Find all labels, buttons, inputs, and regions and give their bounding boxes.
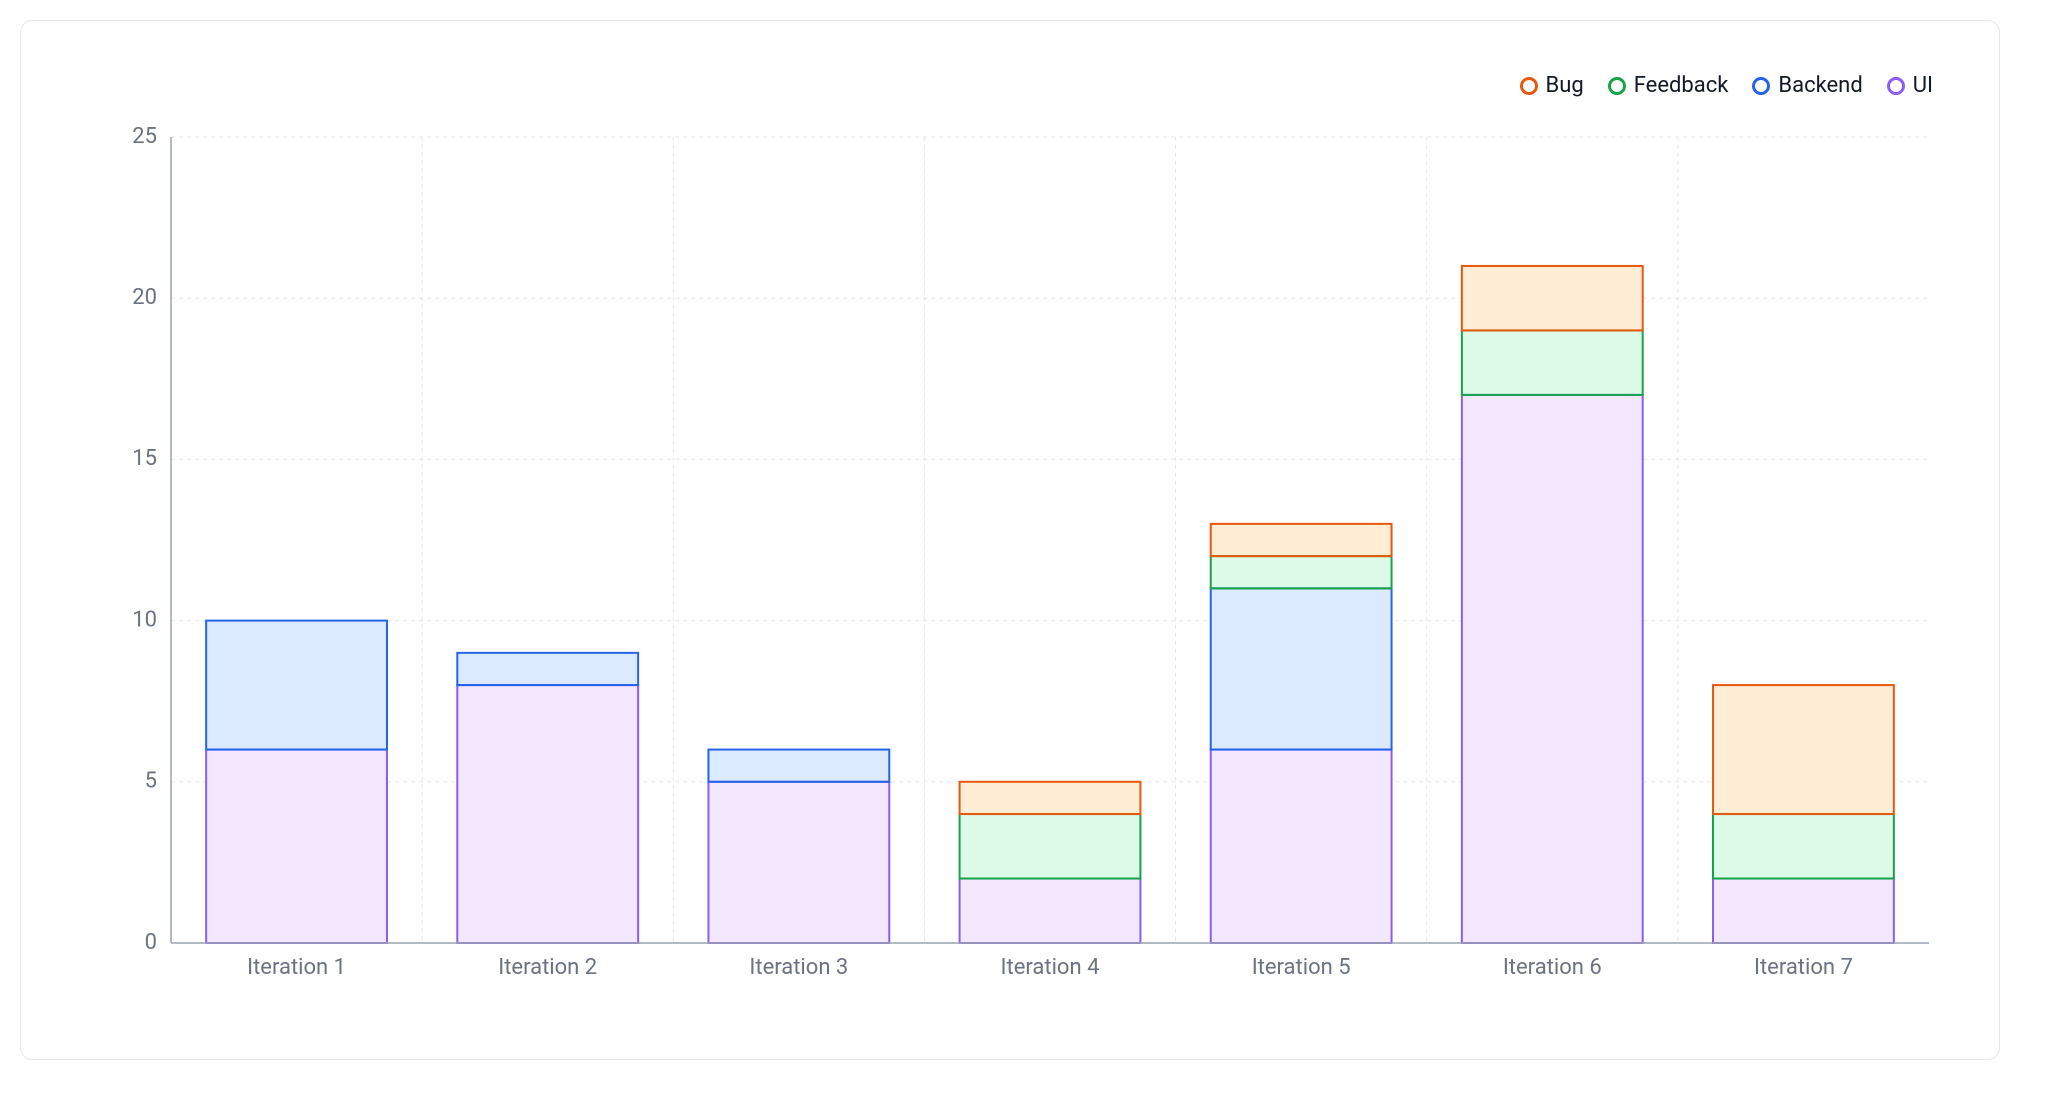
bar-segment-backend — [457, 653, 638, 685]
xtick-label: Iteration 1 — [247, 955, 346, 980]
xtick-label: Iteration 7 — [1754, 955, 1853, 980]
xtick-label: Iteration 6 — [1503, 955, 1602, 980]
ytick-label: 15 — [132, 446, 157, 471]
bar-segment-bug — [1462, 266, 1643, 330]
stacked-bar-chart: 0 5 10 15 20 25 Iteration 1 Iteration 2 Iteratio… — [111, 117, 1939, 993]
bar-segment-backend — [708, 750, 889, 782]
legend-swatch-feedback — [1608, 77, 1626, 95]
ytick-label: 0 — [145, 930, 157, 955]
xtick-label: Iteration 5 — [1252, 955, 1351, 980]
bar-segment-ui — [708, 782, 889, 943]
legend-item-bug: Bug — [1520, 73, 1584, 98]
bar-segment-ui — [206, 750, 387, 943]
ytick-label: 20 — [132, 285, 157, 310]
bar-segment-ui — [457, 685, 638, 943]
bar-segment-ui — [960, 879, 1141, 943]
chart-card: Bug Feedback Backend UI 0 5 10 15 20 25 Iteration… — [20, 20, 2000, 1060]
xtick-label: Iteration 2 — [498, 955, 597, 980]
bar-segment-feedback — [1462, 330, 1643, 394]
legend-swatch-bug — [1520, 77, 1538, 95]
bar-segment-ui — [1211, 750, 1392, 943]
legend-label-feedback: Feedback — [1634, 73, 1729, 98]
chart-legend: Bug Feedback Backend UI — [1520, 73, 1933, 98]
ytick-label: 10 — [132, 607, 157, 632]
chart-area: 0 5 10 15 20 25 Iteration 1 Iteration 2 Iteratio… — [111, 117, 1939, 993]
legend-swatch-backend — [1752, 77, 1770, 95]
legend-item-feedback: Feedback — [1608, 73, 1729, 98]
bar-segment-bug — [1211, 524, 1392, 556]
bar-segment-ui — [1713, 879, 1894, 943]
ytick-label: 5 — [145, 769, 157, 794]
xtick-label: Iteration 3 — [749, 955, 848, 980]
legend-label-bug: Bug — [1546, 73, 1584, 98]
bar-segment-feedback — [1713, 814, 1894, 878]
bar-segment-feedback — [960, 814, 1141, 878]
legend-label-backend: Backend — [1778, 73, 1862, 98]
bar-segment-feedback — [1211, 556, 1392, 588]
bars-group — [206, 266, 1894, 943]
xtick-label: Iteration 4 — [1001, 955, 1100, 980]
bar-segment-bug — [960, 782, 1141, 814]
legend-item-backend: Backend — [1752, 73, 1862, 98]
legend-item-ui: UI — [1887, 73, 1933, 98]
bar-segment-ui — [1462, 395, 1643, 943]
bar-segment-backend — [1211, 588, 1392, 749]
legend-label-ui: UI — [1913, 73, 1933, 98]
bar-segment-bug — [1713, 685, 1894, 814]
ytick-label: 25 — [132, 124, 157, 149]
bar-segment-backend — [206, 621, 387, 750]
legend-swatch-ui — [1887, 77, 1905, 95]
